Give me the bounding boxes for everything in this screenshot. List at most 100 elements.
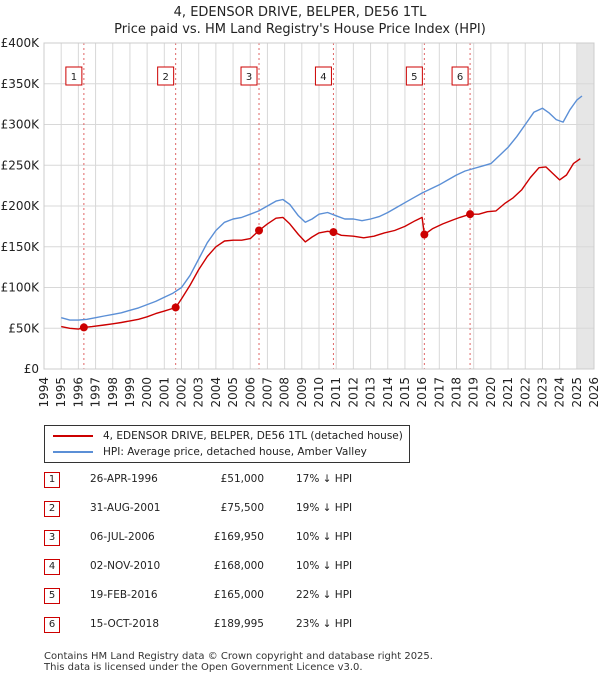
transaction-hpi-diff: 19% ↓ HPI: [296, 502, 353, 514]
transaction-markers: 1 2 3 4 5 6: [65, 66, 469, 86]
legend-item-hpi: HPI: Average price, detached house, Ambe…: [53, 444, 367, 460]
x-tick-label: 1997: [89, 377, 103, 408]
x-tick-label: 2015: [398, 377, 412, 408]
x-tick-label: 1994: [37, 377, 51, 408]
x-tick-label: 2023: [535, 377, 549, 408]
table-row: 4 02-NOV-2010 £168,000 10% ↓ HPI: [44, 557, 384, 586]
transaction-marker: 3: [240, 66, 258, 86]
x-tick-label: 2017: [432, 377, 446, 408]
transaction-hpi-diff: 23% ↓ HPI: [296, 618, 353, 630]
grid-layer: [43, 42, 595, 370]
x-tick-label: 2008: [278, 377, 292, 408]
table-row: 1 26-APR-1996 £51,000 17% ↓ HPI: [44, 470, 384, 499]
transaction-marker-box: [405, 66, 423, 86]
footer-line-2: This data is licensed under the Open Gov…: [44, 662, 363, 673]
x-axis-ticks: 1994 1995 1996 1997 1998 1999 2000 2001 2002 2003…: [37, 377, 600, 408]
x-tick-label: 2007: [260, 377, 274, 408]
y-tick-label: £100K: [1, 281, 41, 295]
transaction-marker-box: [240, 66, 258, 86]
y-tick-label: £400K: [1, 36, 41, 50]
x-tick-label: 2010: [312, 377, 326, 408]
transaction-date: 06-JUL-2006: [90, 531, 155, 543]
transaction-price: £169,950: [213, 531, 264, 543]
y-tick-label: £150K: [1, 240, 41, 254]
transaction-number-badge: 1: [44, 472, 60, 488]
transaction-marker-box: [451, 66, 469, 86]
y-axis-ticks: £0 £50K £100K £150K £200K £250K £300K £350K £400…: [1, 36, 41, 376]
transaction-points: [79, 210, 475, 332]
x-tick-label: 2009: [295, 377, 309, 408]
footer-attribution: Contains HM Land Registry data © Crown c…: [44, 651, 433, 673]
transaction-price: £189,995: [213, 618, 264, 630]
transaction-marker-label: 5: [411, 72, 417, 83]
chart-title-block: 4, EDENSOR DRIVE, BELPER, DE56 1TL Price…: [0, 4, 600, 38]
x-tick-label: 2012: [346, 377, 360, 408]
x-tick-label: 2005: [226, 377, 240, 408]
transactions-table: 1 26-APR-1996 £51,000 17% ↓ HPI 2 31-AUG…: [44, 470, 384, 644]
transaction-marker-label: 3: [246, 72, 252, 83]
transaction-marker-box: [65, 66, 83, 86]
transaction-marker-label: 2: [162, 72, 168, 83]
table-row: 3 06-JUL-2006 £169,950 10% ↓ HPI: [44, 528, 384, 557]
x-tick-label: 2019: [467, 377, 481, 408]
transaction-marker: 2: [157, 66, 175, 86]
legend-item-property: 4, EDENSOR DRIVE, BELPER, DE56 1TL (deta…: [53, 428, 403, 444]
x-tick-label: 2013: [364, 377, 378, 408]
x-tick-label: 2014: [381, 377, 395, 408]
transaction-lines: [83, 43, 471, 369]
transaction-date: 19-FEB-2016: [90, 589, 158, 601]
transaction-marker: 1: [65, 66, 83, 86]
transaction-date: 02-NOV-2010: [90, 560, 161, 572]
x-tick-label: 2025: [570, 377, 584, 408]
transaction-point: [171, 303, 180, 312]
x-tick-label: 2006: [243, 377, 257, 408]
transaction-marker-label: 4: [320, 72, 326, 83]
x-tick-label: 2002: [175, 377, 189, 408]
transaction-hpi-diff: 17% ↓ HPI: [296, 473, 353, 485]
x-tick-label: 2020: [484, 377, 498, 408]
x-tick-label: 1995: [54, 377, 68, 408]
transaction-date: 26-APR-1996: [90, 473, 158, 485]
x-tick-label: 2026: [587, 377, 600, 408]
table-row: 5 19-FEB-2016 £165,000 22% ↓ HPI: [44, 586, 384, 615]
series-layer: [61, 95, 583, 330]
y-tick-label: £250K: [1, 158, 41, 172]
x-tick-label: 1999: [123, 377, 137, 408]
transaction-hpi-diff: 10% ↓ HPI: [296, 531, 353, 543]
x-tick-label: 2022: [518, 377, 532, 408]
plot-frame: [43, 42, 595, 370]
x-tick-label: 2004: [209, 377, 223, 408]
hpi-series-line: [61, 95, 583, 321]
x-tick-label: 2021: [501, 377, 515, 408]
x-tick-label: 2011: [329, 377, 343, 408]
transaction-number-badge: 4: [44, 559, 60, 575]
x-tick-label: 2000: [140, 377, 154, 408]
transaction-point: [79, 323, 88, 332]
footer-line-1: Contains HM Land Registry data © Crown c…: [44, 651, 433, 662]
transaction-marker: 4: [314, 66, 332, 86]
table-row: 2 31-AUG-2001 £75,500 19% ↓ HPI: [44, 499, 384, 528]
chart-title: 4, EDENSOR DRIVE, BELPER, DE56 1TL: [173, 5, 427, 20]
y-tick-label: £300K: [1, 118, 41, 132]
transaction-number-badge: 5: [44, 588, 60, 604]
x-tick-label: 1996: [71, 377, 85, 408]
y-tick-label: £50K: [8, 321, 40, 335]
transaction-marker: 5: [405, 66, 423, 86]
transaction-point: [466, 210, 475, 219]
transaction-hpi-diff: 10% ↓ HPI: [296, 560, 353, 572]
legend-swatch-hpi: [53, 451, 93, 453]
transaction-marker-label: 1: [71, 72, 77, 83]
x-tick-label: 2024: [553, 377, 567, 408]
transaction-price: £75,500: [220, 502, 264, 514]
chart-subtitle: Price paid vs. HM Land Registry's House …: [114, 22, 486, 37]
y-tick-label: £0: [24, 362, 39, 376]
transaction-date: 15-OCT-2018: [90, 618, 159, 630]
transaction-number-badge: 2: [44, 501, 60, 517]
table-row: 6 15-OCT-2018 £189,995 23% ↓ HPI: [44, 615, 384, 644]
transaction-point: [420, 230, 429, 239]
legend-swatch-property: [53, 435, 93, 437]
transaction-date: 31-AUG-2001: [90, 502, 161, 514]
transaction-number-badge: 6: [44, 617, 60, 633]
transaction-marker-label: 6: [457, 72, 463, 83]
transaction-hpi-diff: 22% ↓ HPI: [296, 589, 353, 601]
